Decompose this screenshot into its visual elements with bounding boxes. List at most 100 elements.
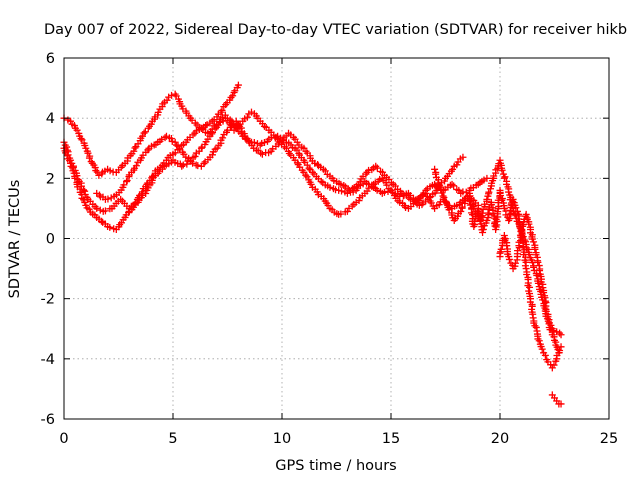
- y-tick-label: -2: [41, 292, 55, 308]
- data-point: [518, 225, 526, 233]
- data-point: [522, 210, 530, 218]
- grid: [64, 58, 609, 419]
- data-point-interp: [530, 263, 538, 271]
- data-point-interp: [77, 182, 85, 190]
- data-point-interp: [511, 259, 519, 267]
- data-point-interp: [321, 167, 329, 175]
- data-point-interp: [534, 258, 542, 266]
- data-point: [540, 289, 548, 297]
- data-point: [138, 132, 146, 140]
- data-point-interp: [198, 125, 206, 133]
- data-point-interp: [532, 323, 540, 331]
- data-point: [93, 204, 101, 212]
- data-point-interp: [436, 183, 444, 191]
- data-point-interp: [163, 96, 171, 104]
- data-point-interp: [302, 171, 310, 179]
- y-tick-label: 0: [46, 232, 55, 248]
- data-point-interp: [123, 177, 131, 185]
- data-point-interp: [373, 164, 381, 172]
- data-point-interp: [536, 267, 544, 275]
- data-point: [535, 337, 543, 345]
- data-point-interp: [218, 106, 226, 114]
- data-point-interp: [211, 125, 219, 133]
- data-point-interp: [154, 108, 162, 116]
- data-point-interp: [505, 255, 513, 263]
- data-point-interp: [458, 203, 466, 211]
- data-point-interp: [305, 164, 313, 172]
- chart-title: Day 007 of 2022, Sidereal Day-to-day VTE…: [44, 22, 627, 38]
- data-point: [509, 195, 517, 203]
- data-point-interp: [505, 188, 513, 196]
- data-point-interp: [307, 180, 315, 188]
- data-point: [326, 183, 334, 191]
- data-point-interp: [497, 245, 505, 253]
- x-tick-label: 0: [59, 431, 68, 447]
- data-point-interp: [144, 146, 152, 154]
- data-point: [343, 207, 351, 215]
- data-point-interp: [449, 165, 457, 173]
- y-tick-label: -4: [41, 352, 55, 368]
- data-point: [67, 117, 75, 125]
- data-point: [178, 162, 186, 170]
- data-point-interp: [435, 182, 443, 190]
- data-point: [483, 195, 491, 203]
- data-point-interp: [78, 194, 86, 202]
- data-point-interp: [550, 361, 558, 369]
- data-point-interp: [77, 134, 85, 142]
- data-point-interp: [132, 162, 140, 170]
- data-point-interp: [101, 207, 109, 215]
- data-point-interp: [73, 172, 81, 180]
- tick-labels: 0 5 10 15 20 25 -6 -4 -2 0 2 4 6: [41, 51, 619, 447]
- data-point: [557, 343, 565, 351]
- data-point-interp: [92, 167, 100, 175]
- y-tick-label: -6: [41, 412, 55, 428]
- data-point-interp: [538, 345, 546, 353]
- data-point-interp: [104, 195, 112, 203]
- data-point: [448, 180, 456, 188]
- data-point-interp: [533, 271, 541, 279]
- data-point-interp: [525, 220, 533, 228]
- data-point: [317, 177, 325, 185]
- data-point-interp: [140, 129, 148, 137]
- data-point-interp: [529, 314, 537, 322]
- x-axis-label: GPS time / hours: [275, 458, 396, 474]
- data-point-interp: [512, 204, 520, 212]
- data-point-interp: [365, 166, 373, 174]
- x-tick-label: 15: [382, 431, 400, 447]
- data-point-interp: [141, 128, 149, 136]
- data-point: [483, 174, 491, 182]
- data-point: [234, 81, 242, 89]
- data-point-interp: [498, 166, 506, 174]
- data-point-interp: [485, 188, 493, 196]
- data-point-interp: [450, 182, 458, 190]
- axis-ticks: [63, 57, 610, 420]
- data-point-interp: [80, 186, 88, 194]
- data-point-interp: [542, 307, 550, 315]
- data-point: [457, 207, 465, 215]
- data-point-interp: [295, 149, 303, 157]
- data-point-interp: [380, 188, 388, 196]
- data-point: [557, 331, 565, 339]
- x-tick-label: 20: [491, 431, 509, 447]
- data-point-interp: [208, 130, 216, 138]
- data-point-interp: [197, 144, 205, 152]
- data-point-interp: [97, 217, 105, 225]
- data-point-interp: [340, 181, 348, 189]
- data-point-interp: [208, 151, 216, 159]
- data-point: [459, 153, 467, 161]
- data-point-interp: [183, 160, 191, 168]
- data-point-interp: [237, 124, 245, 132]
- data-point-interp: [503, 242, 511, 250]
- data-point-interp: [438, 189, 446, 197]
- data-point-interp: [179, 161, 187, 169]
- data-point-interp: [479, 225, 487, 233]
- data-point-interp: [260, 139, 268, 147]
- data-point: [431, 165, 439, 173]
- data-point-interp: [556, 329, 564, 337]
- data-point: [557, 400, 565, 408]
- data-point-interp: [556, 347, 564, 355]
- data-point-interp: [356, 178, 364, 186]
- data-point: [232, 117, 240, 125]
- y-tick-label: 4: [46, 111, 55, 127]
- data-point-interp: [148, 176, 156, 184]
